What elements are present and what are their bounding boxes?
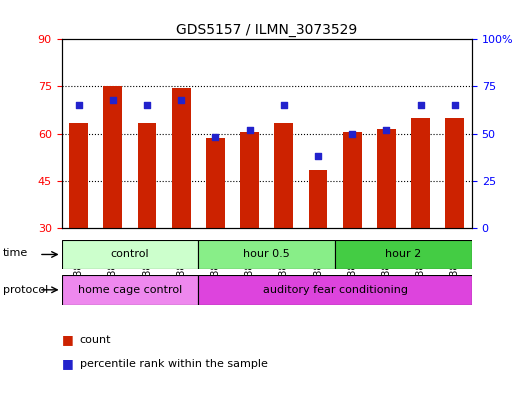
Bar — [343, 132, 362, 228]
Point — [417, 102, 425, 108]
FancyBboxPatch shape — [199, 240, 335, 269]
Text: percentile rank within the sample: percentile rank within the sample — [80, 358, 267, 369]
Text: protocol: protocol — [3, 285, 48, 295]
Text: auditory fear conditioning: auditory fear conditioning — [263, 285, 408, 295]
Point — [348, 130, 357, 137]
FancyBboxPatch shape — [62, 275, 199, 305]
Point — [211, 134, 220, 141]
FancyBboxPatch shape — [62, 240, 199, 269]
Text: time: time — [3, 248, 28, 259]
Bar — [137, 123, 156, 228]
Point — [74, 102, 83, 108]
Bar — [377, 129, 396, 228]
Bar — [240, 132, 259, 228]
Bar — [104, 86, 122, 228]
Text: control: control — [111, 250, 149, 259]
Point — [280, 102, 288, 108]
FancyBboxPatch shape — [199, 275, 472, 305]
Text: ■: ■ — [62, 333, 73, 347]
Bar — [274, 123, 293, 228]
Point — [177, 97, 185, 103]
Bar — [309, 170, 327, 228]
Point — [382, 127, 390, 133]
Bar — [411, 118, 430, 228]
Title: GDS5157 / ILMN_3073529: GDS5157 / ILMN_3073529 — [176, 23, 358, 37]
Point — [246, 127, 254, 133]
Bar — [69, 123, 88, 228]
Bar — [206, 138, 225, 228]
Text: ■: ■ — [62, 357, 73, 370]
Point — [109, 97, 117, 103]
FancyBboxPatch shape — [335, 240, 472, 269]
Text: hour 2: hour 2 — [385, 250, 422, 259]
Point — [143, 102, 151, 108]
Text: hour 0.5: hour 0.5 — [243, 250, 290, 259]
Text: home cage control: home cage control — [78, 285, 182, 295]
Point — [451, 102, 459, 108]
Bar — [172, 88, 191, 228]
Text: count: count — [80, 335, 111, 345]
Bar — [445, 118, 464, 228]
Point — [314, 153, 322, 160]
